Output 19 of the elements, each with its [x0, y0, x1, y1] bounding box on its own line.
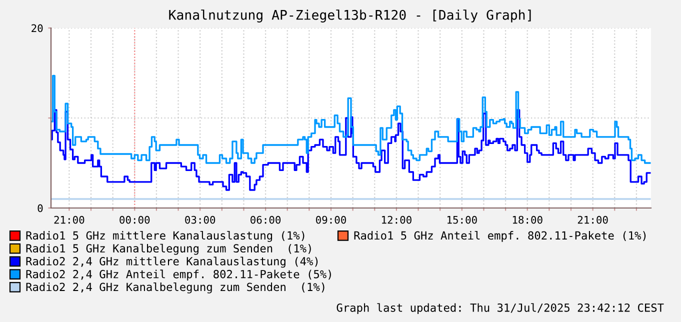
x-tick-label: 15:00 — [447, 216, 477, 224]
x-tick-label: 06:00 — [250, 216, 281, 224]
text: Graph last updated: Thu 31/Jul/2025 23:42:12 CEST — [336, 303, 664, 314]
legend-label: Radio1 5 GHz Kanalbelegung zum Senden (1%) — [26, 244, 311, 255]
y-tick-label: 20 — [32, 24, 43, 32]
x-tick-label: 00:00 — [120, 216, 150, 224]
legend-label: Radio2 2,4 GHz Kanalbelegung zum Senden (1%) — [26, 282, 324, 294]
x-tick-label: 21:00 — [578, 216, 608, 224]
x-tick-label: 03:00 — [185, 216, 216, 224]
legend-label: Radio2 2,4 GHz Anteil empf. 802.11-Pakete (5%) — [26, 270, 331, 280]
chart-title: Kanalnutzung AP-Ziegel13b-R120 - [Daily Graph] — [169, 10, 531, 22]
x-tick-label: 09:00 — [316, 216, 346, 224]
x-tick-label: 21:00 — [54, 216, 84, 224]
x-tick-label: 18:00 — [512, 216, 542, 224]
y-tick-label: 0 — [38, 204, 43, 212]
legend-label: Radio2 2,4 GHz mittlere Kanalauslastung (4%) — [26, 256, 318, 268]
legend-label: Radio1 5 GHz mittlere Kanalauslastung (1%) — [26, 231, 304, 242]
legend-label: Radio1 5 GHz Anteil empf. 802.11-Pakete (1%) — [354, 231, 646, 242]
x-tick-label: 12:00 — [382, 216, 412, 224]
